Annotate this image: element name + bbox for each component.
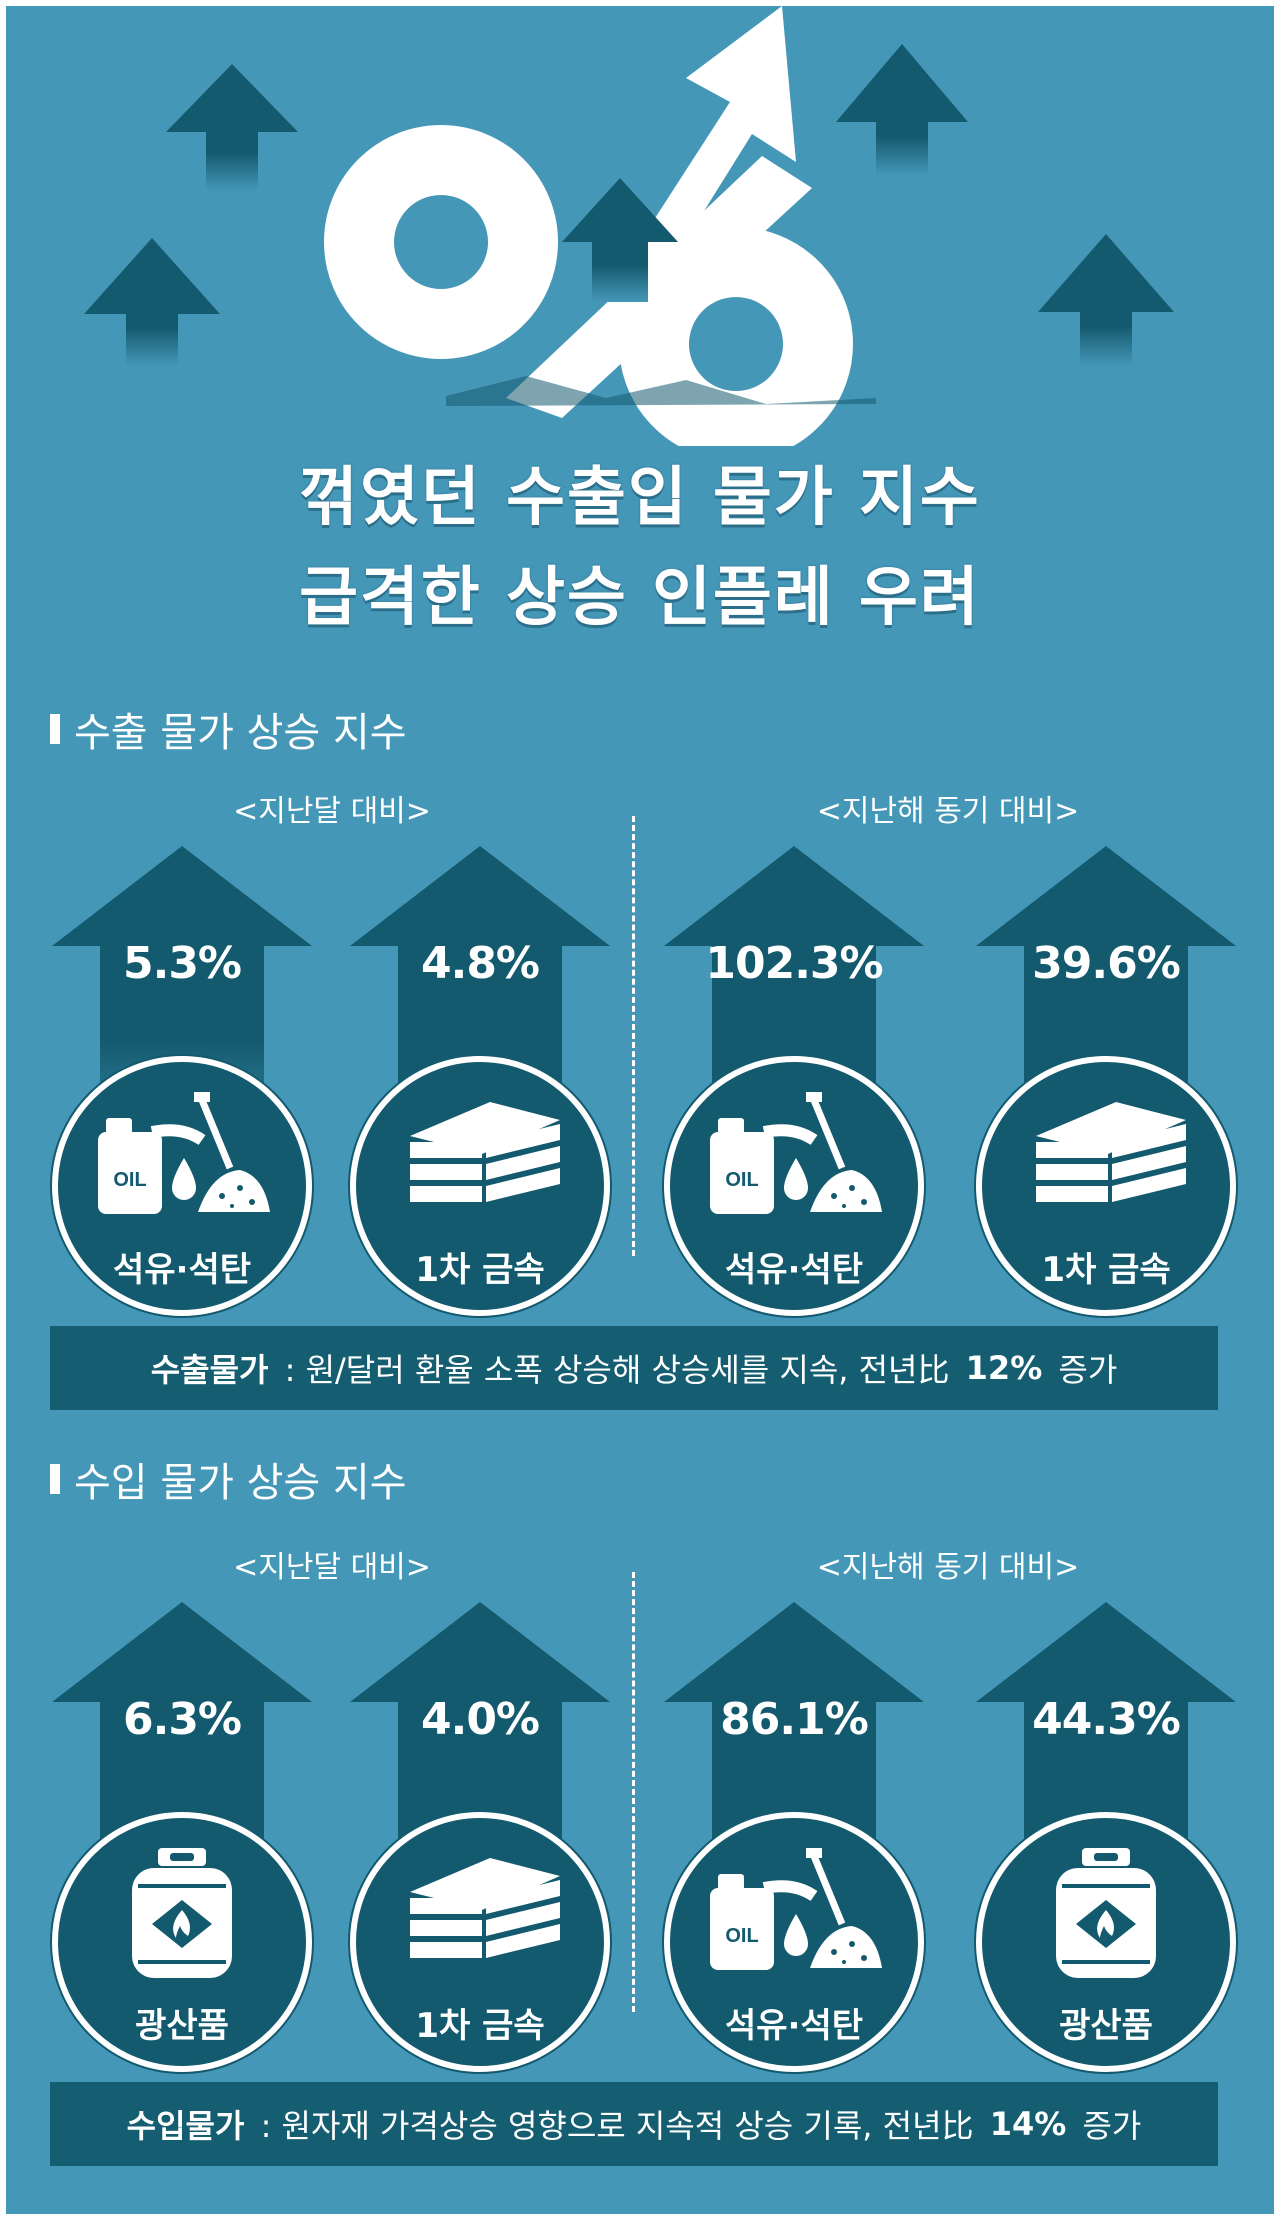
category-caption: 1차 금속 <box>415 1250 545 1290</box>
up-arrow-icon <box>350 1602 610 1862</box>
export-left-compare-label: <지난달 대비> <box>233 794 431 829</box>
oil-coal-icon: OIL <box>710 1848 882 1970</box>
up-arrow-icon <box>52 846 312 1106</box>
export-section-heading: 수출 물가 상승 지수 <box>50 700 407 758</box>
import-section-heading: 수입 물가 상승 지수 <box>50 1450 407 1508</box>
summary-end: 증가 <box>1072 2107 1142 2145</box>
up-arrow-icon <box>976 846 1236 1106</box>
percent-value: 102.3% <box>705 938 883 989</box>
percent-value: 4.0% <box>420 1694 540 1745</box>
summary-label: 수출물가 <box>150 1351 269 1389</box>
title-line-2: 급격한 상승 인플레 우려 <box>299 561 981 635</box>
oil-coal-icon: OIL <box>710 1092 882 1214</box>
percent-value: 44.3% <box>1032 1694 1181 1745</box>
category-caption: 석유·석탄 <box>724 2006 864 2046</box>
import-item-4: 44.3% 광산품 <box>976 1602 1236 2072</box>
gas-cylinder-icon <box>132 1848 232 1978</box>
percent-value: 39.6% <box>1032 938 1181 989</box>
up-arrow-icon <box>976 1602 1236 1862</box>
summary-label: 수입물가 <box>126 2107 245 2145</box>
summary-text: : 원자재 가격상승 영향으로 지속적 상승 기록, 전년比 <box>250 2107 984 2145</box>
category-caption: 석유·석탄 <box>112 1250 252 1290</box>
heading-bar-icon <box>50 714 60 744</box>
percent-value: 6.3% <box>122 1694 242 1745</box>
up-arrow-icon <box>664 1602 924 1862</box>
gas-cylinder-icon <box>1056 1848 1156 1978</box>
category-caption: 1차 금속 <box>1041 1250 1171 1290</box>
import-item-2: 4.0% 1차 금속 <box>350 1602 610 2072</box>
percent-value: 86.1% <box>720 1694 869 1745</box>
export-item-3: 102.3% OIL 석유·석탄 <box>664 846 924 1316</box>
category-badge: OIL 석유·석탄 <box>664 1056 924 1316</box>
percent-symbol <box>324 6 876 446</box>
up-arrow-icon <box>664 846 924 1106</box>
export-summary-bar: 수출물가 : 원/달러 환율 소폭 상승해 상승세를 지속, 전년比 12% 증… <box>50 1326 1218 1410</box>
category-caption: 광산품 <box>135 2006 229 2046</box>
summary-number: 14% <box>989 2105 1067 2143</box>
metal-ingot-icon <box>1036 1102 1186 1202</box>
category-badge: 광산품 <box>976 1812 1236 2072</box>
oil-coal-icon: OIL <box>98 1092 270 1214</box>
up-arrow-icon <box>52 1602 312 1862</box>
import-left-compare-label: <지난달 대비> <box>233 1550 431 1585</box>
summary-text: : 원/달러 환율 소폭 상승해 상승세를 지속, 전년比 <box>274 1351 960 1389</box>
category-badge: 광산품 <box>52 1812 312 2072</box>
import-item-1: 6.3% 광산품 <box>52 1602 312 2072</box>
category-caption: 1차 금속 <box>415 2006 545 2046</box>
up-arrow-icon <box>350 846 610 1106</box>
metal-ingot-icon <box>410 1102 560 1202</box>
svg-text:OIL: OIL <box>113 1169 146 1191</box>
infographic-frame: 꺾였던 수출입 물가 지수 급격한 상승 인플레 우려 수출 물가 상승 지수 … <box>6 6 1274 2214</box>
import-summary-bar: 수입물가 : 원자재 가격상승 영향으로 지속적 상승 기록, 전년比 14% … <box>50 2082 1218 2166</box>
import-right-compare-label: <지난해 동기 대비> <box>816 1550 1080 1585</box>
title-line-1: 꺾였던 수출입 물가 지수 <box>299 461 981 535</box>
category-caption: 석유·석탄 <box>724 1250 864 1290</box>
export-divider <box>632 816 635 1256</box>
summary-end: 증가 <box>1048 1351 1118 1389</box>
svg-text:OIL: OIL <box>725 1169 758 1191</box>
export-heading-text: 수출 물가 상승 지수 <box>74 710 407 756</box>
metal-ingot-icon <box>410 1858 560 1958</box>
import-heading-text: 수입 물가 상승 지수 <box>74 1460 407 1506</box>
svg-text:OIL: OIL <box>725 1925 758 1947</box>
category-badge: OIL 석유·석탄 <box>52 1056 312 1316</box>
import-item-3: 86.1% OIL 석유·석탄 <box>664 1602 924 2072</box>
background-arrows <box>84 44 1174 366</box>
percent-value: 5.3% <box>122 938 242 989</box>
export-item-2: 4.8% 1차 금속 <box>350 846 610 1316</box>
category-caption: 광산품 <box>1059 2006 1153 2046</box>
percent-value: 4.8% <box>420 938 540 989</box>
export-item-1: 5.3% OIL 석유·석탄 <box>52 846 312 1316</box>
export-item-4: 39.6% 1차 금속 <box>976 846 1236 1316</box>
import-divider <box>632 1572 635 2012</box>
heading-bar-icon <box>50 1464 60 1494</box>
category-badge: 1차 금속 <box>350 1056 610 1316</box>
export-right-compare-label: <지난해 동기 대비> <box>816 794 1080 829</box>
summary-number: 12% <box>965 1349 1043 1387</box>
category-badge: OIL 석유·석탄 <box>664 1812 924 2072</box>
category-badge: 1차 금속 <box>976 1056 1236 1316</box>
category-badge: 1차 금속 <box>350 1812 610 2072</box>
percent-rising-illustration <box>84 6 1174 446</box>
